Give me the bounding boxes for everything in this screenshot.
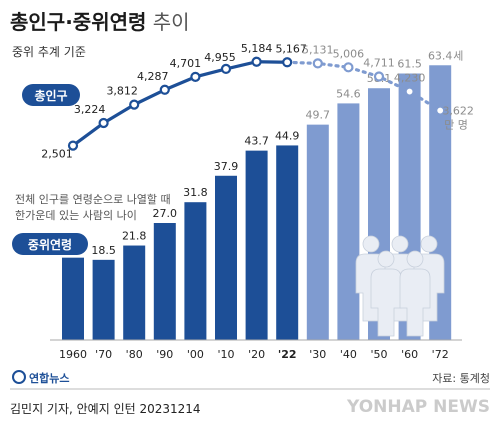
- x-tick-label: '22: [278, 348, 297, 361]
- population-value-label: 3,812: [106, 85, 138, 98]
- population-point: [251, 56, 262, 67]
- median-age-note-line-2: 한가운데 있는 사람의 나이: [15, 209, 137, 222]
- population-value-label: 5,006: [333, 47, 365, 60]
- median-age-bar: [276, 145, 299, 340]
- median-age-value-label: 63.4: [428, 49, 453, 62]
- x-tick-label: '10: [217, 348, 234, 361]
- population-point: [435, 105, 446, 116]
- x-tick-label: '50: [370, 348, 387, 361]
- population-point: [312, 58, 323, 69]
- population-value-label: 5,184: [241, 42, 273, 55]
- chart-subtitle: 중위 추계 기준: [12, 45, 86, 59]
- median-age-unit-label: 세: [453, 49, 463, 62]
- median-age-bar: [123, 245, 146, 340]
- yonhap-logo-text: 연합뉴스: [29, 371, 69, 385]
- population-point: [98, 117, 109, 129]
- x-tick-label: 1960: [59, 348, 87, 361]
- median-age-value-label: 43.7: [244, 135, 269, 148]
- population-badge: [22, 84, 80, 106]
- population-point: [282, 57, 293, 68]
- x-tick-label: '20: [248, 348, 265, 361]
- population-unit-label: 만 명: [444, 119, 468, 132]
- population-value-label: 4,955: [204, 51, 236, 64]
- median-age-badge: [12, 233, 88, 255]
- median-age-bar: [306, 124, 329, 340]
- population-point: [67, 140, 79, 151]
- median-age-bar: [62, 257, 84, 340]
- population-value-label: 4,701: [170, 57, 202, 70]
- median-age-value-label: 44.9: [275, 129, 300, 142]
- median-age-value-label: 27.0: [153, 207, 178, 220]
- population-badge-label: 총인구: [34, 88, 67, 103]
- median-age-value-label: 61.5: [397, 58, 422, 71]
- person-icon: [399, 250, 431, 337]
- population-point: [129, 99, 140, 110]
- median-age-bar: [215, 175, 237, 340]
- population-value-label: 3,224: [74, 103, 106, 116]
- x-tick-label: '00: [187, 348, 204, 361]
- median-age-bar: [92, 259, 115, 340]
- median-age-value-label: 54.6: [336, 87, 361, 100]
- population-point: [190, 71, 201, 82]
- population-point: [404, 86, 415, 97]
- median-age-note-line-1: 전체 인구를 연령순으로 나열할 때: [15, 193, 171, 206]
- x-tick-label: '80: [126, 348, 143, 361]
- population-point: [373, 71, 385, 82]
- chart-title: 총인구·중위연령 추이: [10, 10, 190, 34]
- median-age-bar: [337, 103, 360, 341]
- x-tick-label: '90: [156, 348, 173, 361]
- population-value-label: 3,622: [442, 105, 474, 118]
- median-age-badge-label: 중위연령: [28, 237, 72, 252]
- population-value-label: 5,131: [302, 43, 334, 56]
- person-icon: [370, 250, 402, 337]
- data-source: 자료: 통계청: [432, 372, 490, 385]
- population-value-label: 4,230: [394, 72, 426, 85]
- population-point: [220, 63, 232, 75]
- median-age-value-label: 18.5: [91, 244, 116, 257]
- x-tick-label: '72: [432, 348, 449, 361]
- watermark: YONHAP NEWS: [346, 397, 490, 417]
- median-age-bar: [153, 223, 176, 340]
- median-age-value-label: 31.8: [183, 186, 208, 199]
- median-age-value-label: 37.9: [214, 160, 239, 173]
- median-age-bar: [184, 202, 207, 340]
- people-illustration: [355, 235, 445, 337]
- byline: 김민지 기자, 안예지 인턴 20231214: [10, 402, 201, 416]
- x-tick-label: '40: [340, 348, 357, 361]
- population-point: [343, 62, 354, 73]
- population-point: [159, 84, 170, 95]
- x-axis-ticks: 1960 '70 '80 '90 '00 '10 '20 '22 '30 '40 '50 '60 '72: [59, 348, 449, 361]
- x-tick-label: '70: [95, 348, 112, 361]
- x-tick-label: '60: [401, 348, 418, 361]
- median-age-bar: [245, 150, 268, 340]
- population-value-label: 4,287: [137, 70, 169, 83]
- population-line-actual: [72, 60, 288, 147]
- population-value-label: 5,167: [275, 42, 307, 55]
- yonhap-logo-icon: [12, 370, 26, 384]
- median-age-value-label: 21.8: [122, 230, 147, 243]
- population-value-label: 4,711: [363, 57, 395, 70]
- population-value-label: 2,501: [41, 148, 73, 161]
- population-line-projected: [285, 60, 442, 113]
- median-age-value-label: 49.7: [306, 109, 331, 122]
- x-tick-label: '30: [309, 348, 326, 361]
